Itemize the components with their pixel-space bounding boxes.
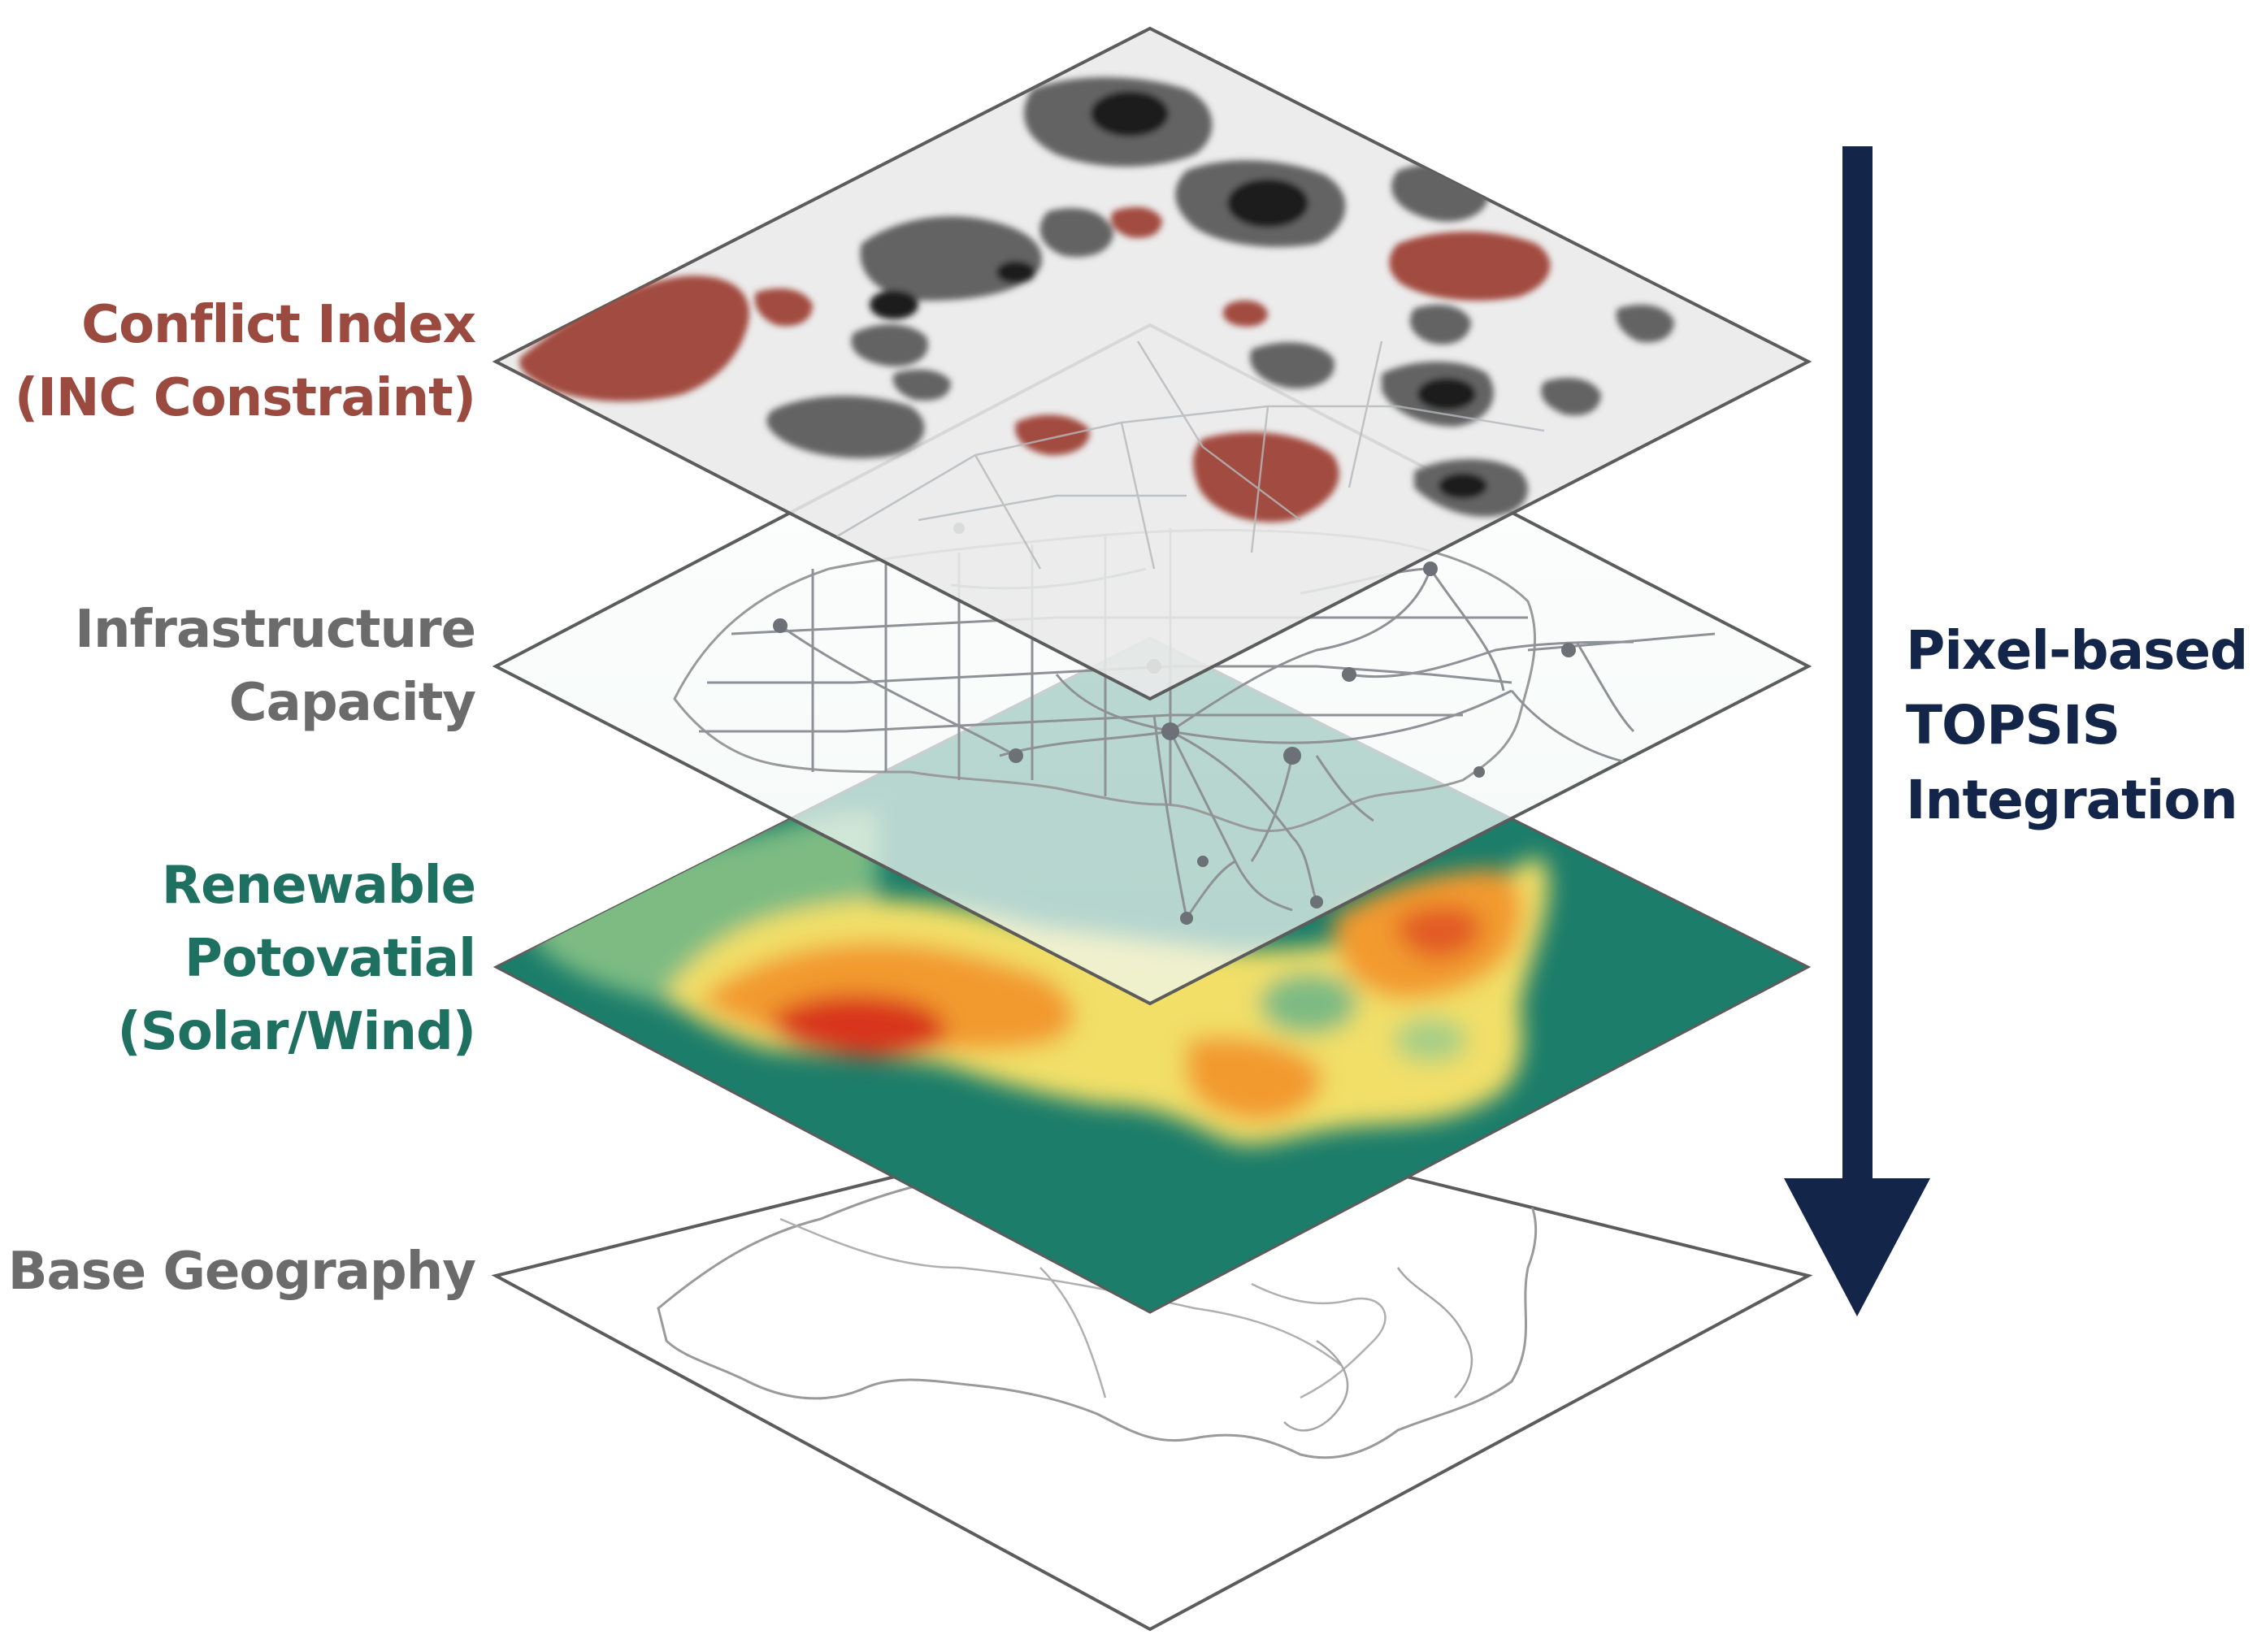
arrow-shaft bbox=[1842, 146, 1873, 1195]
conflict-index-label: Conflict Index (INC Constraint) bbox=[15, 288, 475, 435]
base-geography-label: Base Geography bbox=[8, 1235, 475, 1308]
topsis-integration-label: Pixel-based TOPSIS Integration bbox=[1906, 614, 2247, 838]
arrow-head-icon bbox=[1784, 1178, 1930, 1316]
infrastructure-capacity-label: Infrastructure Capacity bbox=[75, 593, 475, 739]
renewable-potential-label: Renewable Potovatial (Solar/Wind) bbox=[117, 849, 475, 1069]
